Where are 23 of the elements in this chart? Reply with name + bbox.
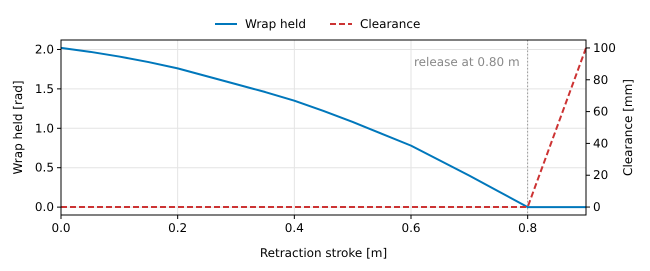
y-tick-label: 2.0	[34, 42, 54, 56]
y-axis-title: Wrap held [rad]	[11, 80, 25, 175]
y2-tick-label: 80	[593, 72, 608, 87]
x-tick-label: 0.8	[518, 221, 538, 235]
line-series	[60, 46, 587, 208]
x-tick-label: 0.0	[51, 221, 71, 235]
y2-tick-label: 0	[593, 200, 601, 214]
y-tick-label: 1.5	[34, 82, 54, 96]
ref-line-label: release at 0.80 m	[414, 55, 520, 69]
y2-tick-label: 40	[593, 136, 608, 150]
y-tick-label: 0.0	[34, 200, 54, 214]
y2-tick-label: 20	[593, 168, 608, 182]
y2-tick-label: 100	[593, 40, 616, 55]
y-tick-label: 1.0	[34, 121, 54, 136]
legend-label: Clearance	[360, 17, 420, 31]
legend-label: Wrap held	[245, 17, 306, 31]
y2-tick-label: 60	[593, 104, 608, 119]
y-tick-label: 0.5	[34, 160, 54, 175]
y2-axis-title: Clearance [mm]	[621, 79, 635, 176]
x-tick-label: 0.4	[284, 221, 304, 235]
x-axis-title: Retraction stroke [m]	[260, 246, 388, 260]
x-tick-label: 0.2	[168, 221, 188, 235]
x-tick-label: 0.6	[401, 221, 421, 235]
